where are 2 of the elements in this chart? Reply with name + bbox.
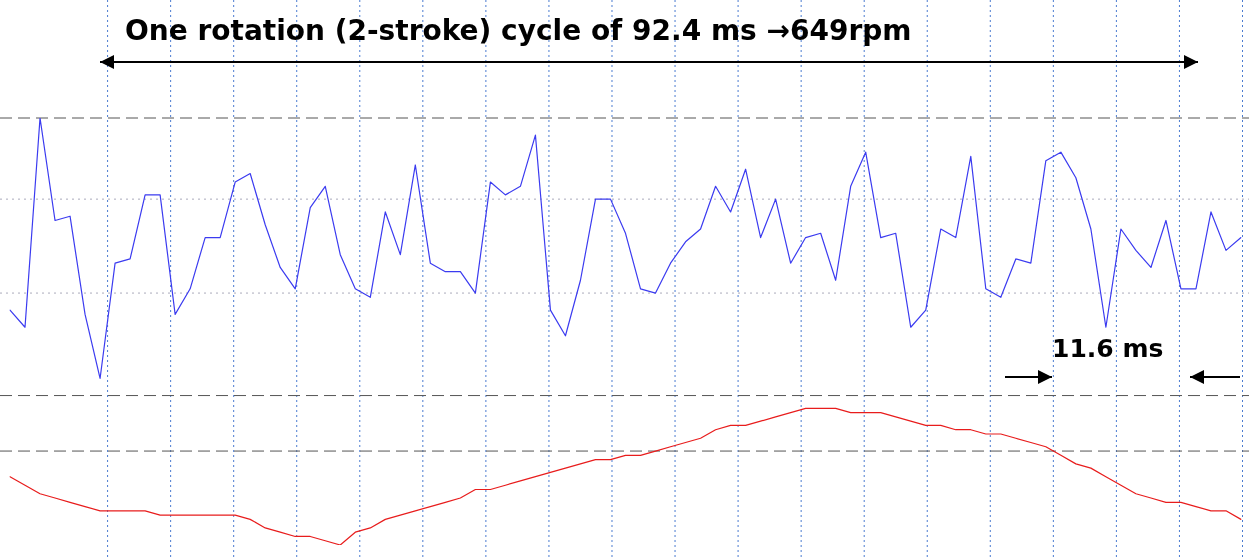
text: One rotation (2-stroke) cycle of 92.4 ms →649rpm	[125, 14, 912, 47]
annotation: 11.6 ms	[1052, 334, 1164, 363]
